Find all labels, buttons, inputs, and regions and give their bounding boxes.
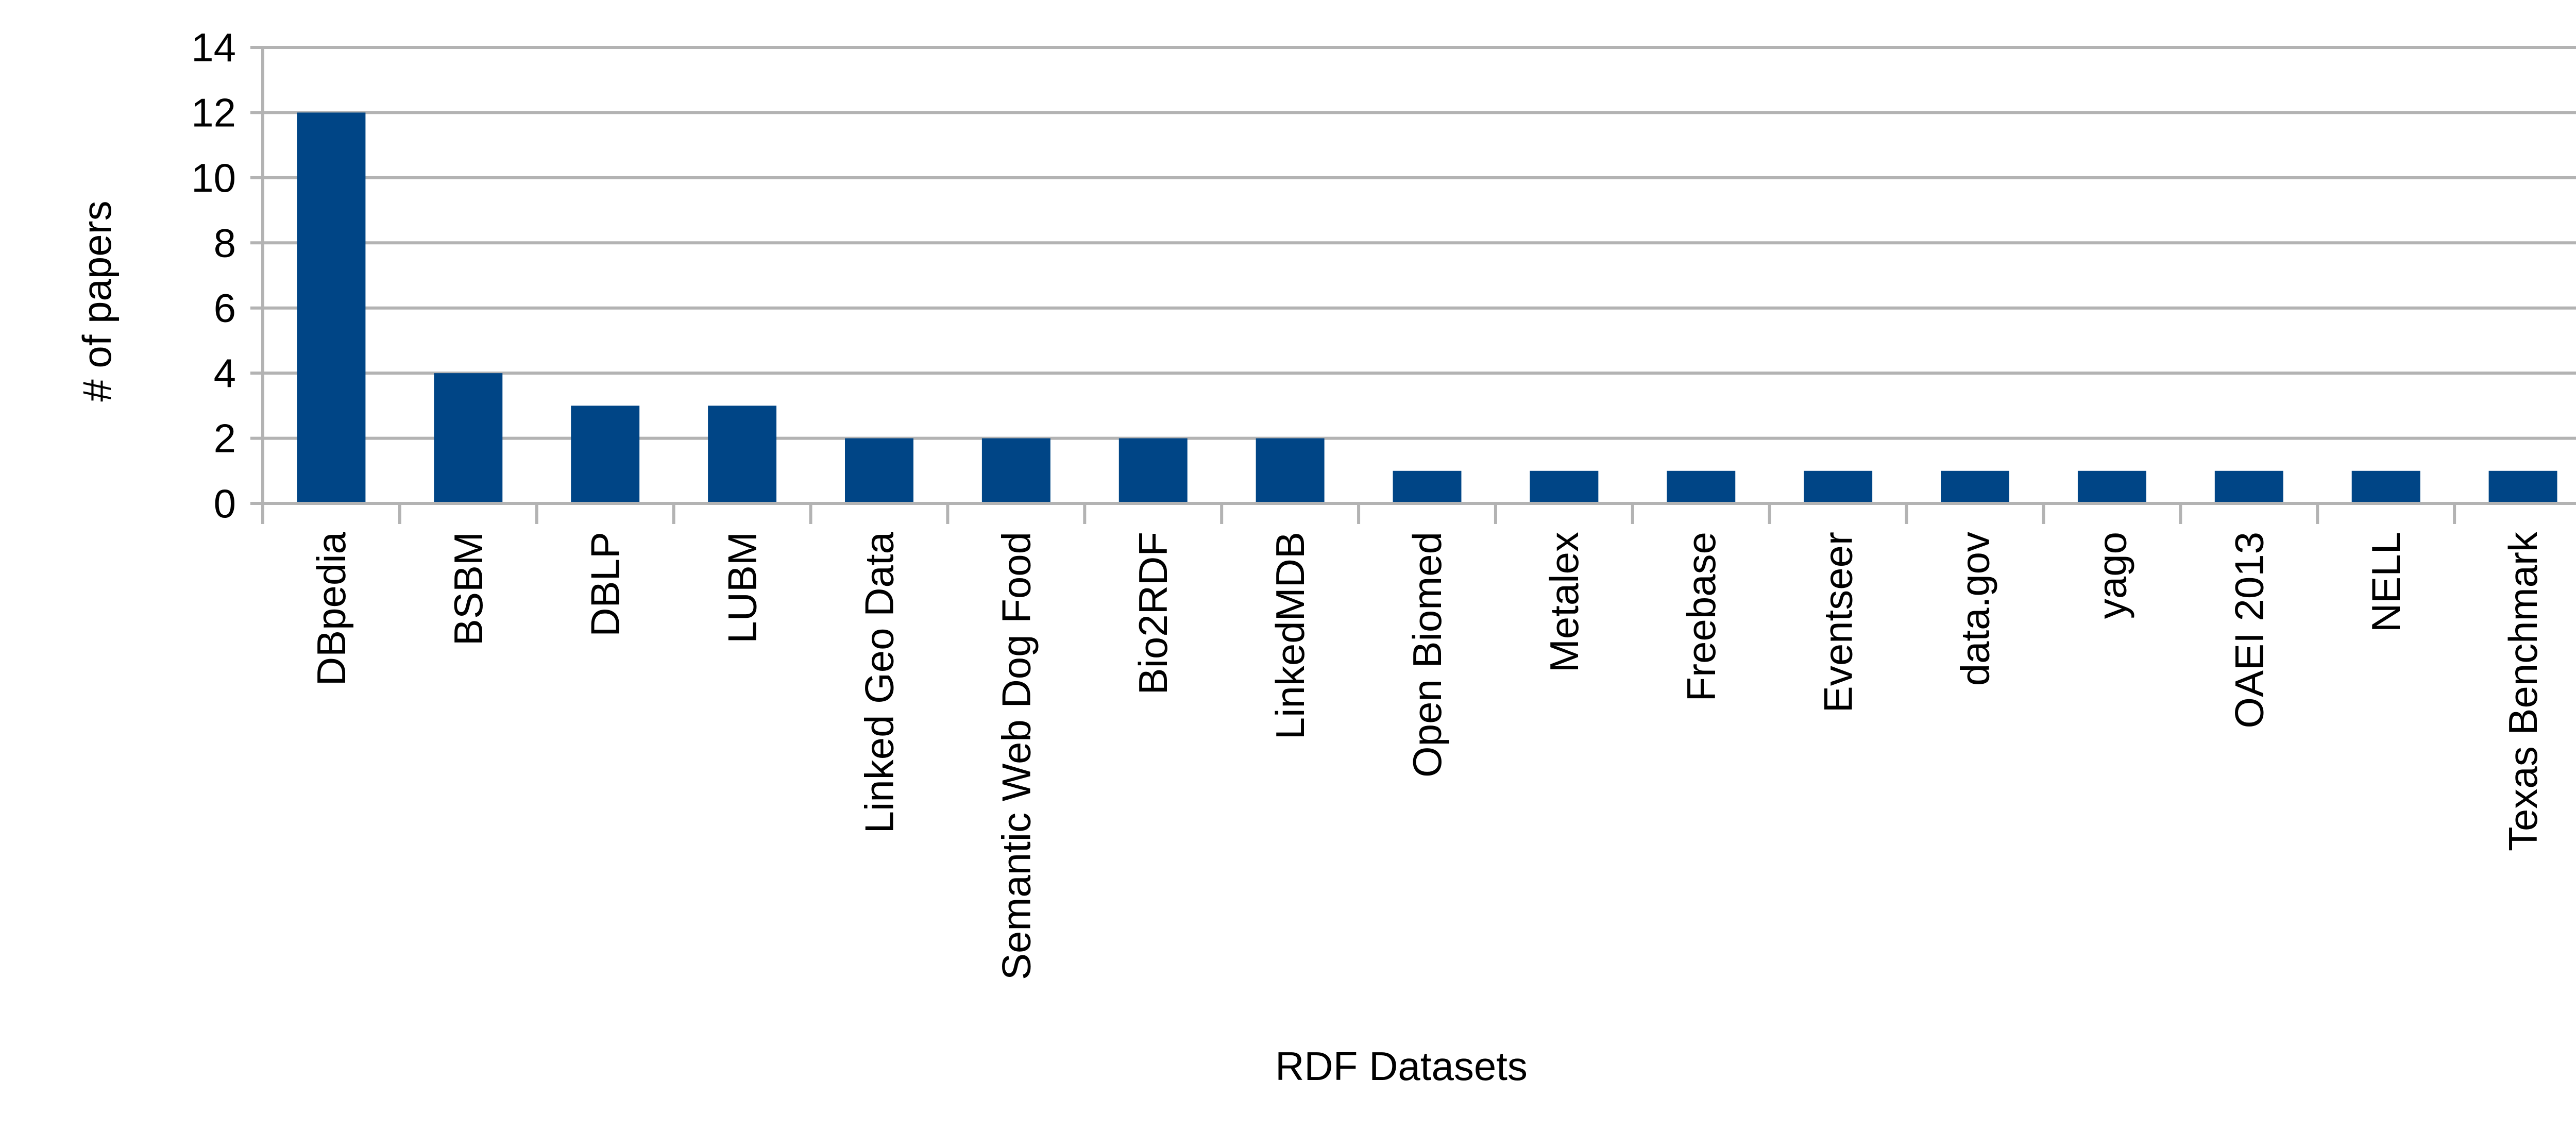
axes <box>250 46 2576 524</box>
y-axis-title: # of papers <box>74 200 120 401</box>
bar <box>2077 470 2146 503</box>
y-tick-label: 14 <box>191 25 236 70</box>
bars <box>297 112 2557 503</box>
x-tick-label: LUBM <box>720 532 765 644</box>
y-tick-label: 6 <box>214 285 236 331</box>
x-tick-label: data.gov <box>1953 532 1998 686</box>
y-tick-label: 12 <box>191 90 236 135</box>
bar <box>1118 438 1188 503</box>
bar <box>2351 470 2420 503</box>
y-tick-labels: 0 2 4 6 8 10 12 14 <box>191 25 236 526</box>
gridlines <box>263 46 2576 505</box>
bar <box>1256 438 1325 503</box>
x-tick-label: Semantic Web Dog Food <box>993 532 1039 980</box>
bar <box>1667 470 1736 503</box>
x-axis-title: RDF Datasets <box>1275 1043 1528 1089</box>
y-tick-label: 10 <box>191 155 236 200</box>
bar <box>571 406 640 503</box>
x-tick-label: Open Biomed <box>1404 532 1450 778</box>
bar <box>2214 470 2283 503</box>
y-tick-label: 8 <box>214 220 236 265</box>
y-tick-label: 0 <box>214 481 236 526</box>
x-tick-label: Freebase <box>1679 532 1724 702</box>
x-tick-label: Metalex <box>1541 532 1587 672</box>
x-tick-label: Linked Geo Data <box>856 531 902 833</box>
bar <box>434 373 503 503</box>
x-tick-label: Eventseer <box>1816 532 1861 713</box>
x-tick-label: yago <box>2089 532 2134 619</box>
bar <box>708 406 777 503</box>
x-tick-label: DBpedia <box>309 531 354 686</box>
bar <box>297 112 366 503</box>
x-tick-label: Texas Benchmark <box>2500 531 2546 851</box>
x-tick-labels: DBpedia BSBM DBLP LUBM Linked Geo Data Semant… <box>309 531 2546 980</box>
x-tick-label: LinkedMDB <box>1267 532 1313 739</box>
y-tick-label: 4 <box>214 350 236 396</box>
bar <box>2488 470 2557 503</box>
x-tick-label: BSBM <box>446 532 491 646</box>
bar <box>1941 470 2009 503</box>
bar <box>845 438 913 503</box>
bar <box>1804 470 1873 503</box>
bar <box>981 438 1050 503</box>
y-tick-label: 2 <box>214 416 236 461</box>
x-tick-label: Bio2RDF <box>1130 532 1176 695</box>
bar <box>1393 470 1462 503</box>
x-tick-label: OAEI 2013 <box>2226 532 2272 729</box>
x-tick-label: NELL <box>2363 532 2409 632</box>
x-tick-label: DBLP <box>583 532 628 637</box>
bar <box>1530 470 1599 503</box>
